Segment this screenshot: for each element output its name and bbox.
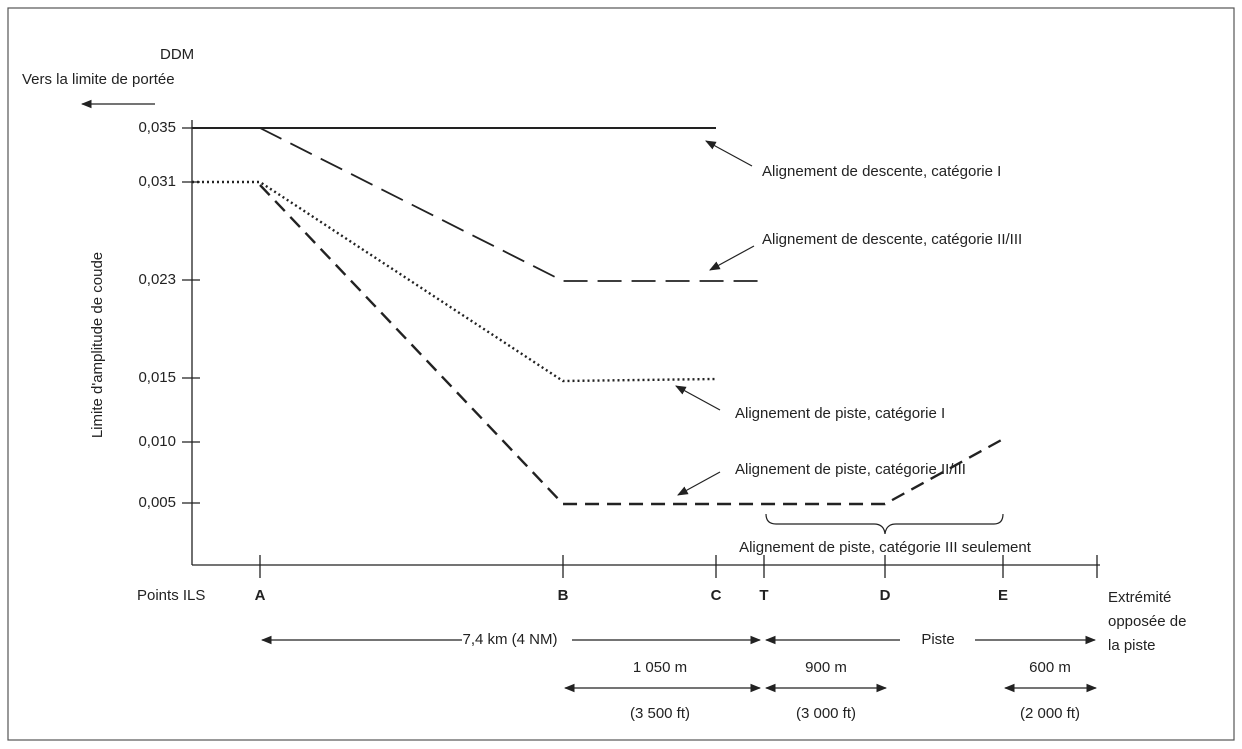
point-label: C bbox=[711, 587, 722, 604]
point-label: D bbox=[880, 587, 891, 604]
curves bbox=[192, 127, 1006, 506]
curve-glide-cat23 bbox=[192, 127, 765, 282]
direction-label: Vers la limite de portée bbox=[22, 71, 175, 88]
segment-metric: 900 m bbox=[805, 659, 847, 676]
y-tick-label: 0,010 bbox=[138, 433, 176, 450]
point-label: T bbox=[759, 587, 768, 604]
callout-arrow bbox=[675, 385, 721, 411]
runway-label: Piste bbox=[921, 631, 954, 648]
segment-metric: 1 050 m bbox=[633, 659, 687, 676]
x-ticks bbox=[259, 555, 1098, 578]
point-label: B bbox=[558, 587, 569, 604]
segment-imperial: (3 500 ft) bbox=[630, 705, 690, 722]
x-start-label: Points ILS bbox=[137, 587, 205, 604]
end-label: la piste bbox=[1108, 637, 1156, 654]
brace bbox=[765, 513, 1004, 535]
frame bbox=[7, 7, 1235, 741]
callout-arrow bbox=[677, 471, 721, 496]
segment-imperial: (2 000 ft) bbox=[1020, 705, 1080, 722]
curve-label: Alignement de piste, catégorie II/III bbox=[735, 461, 966, 478]
y-tick-label: 0,031 bbox=[138, 173, 176, 190]
point-label: A bbox=[255, 587, 266, 604]
y-tick-label: 0,035 bbox=[138, 119, 176, 136]
axes bbox=[182, 120, 1100, 566]
y-tick-label: 0,005 bbox=[138, 494, 176, 511]
segment-metric: 600 m bbox=[1029, 659, 1071, 676]
point-label: E bbox=[998, 587, 1008, 604]
callout-arrow bbox=[705, 140, 753, 167]
category-note: Alignement de piste, catégorie III seule… bbox=[739, 539, 1032, 556]
y-tick-label: 0,015 bbox=[138, 369, 176, 386]
end-label: Extrémité bbox=[1108, 589, 1171, 606]
end-label: opposée de bbox=[1108, 613, 1186, 630]
curve-loc-cat23 bbox=[259, 184, 1006, 506]
y-tick-label: 0,023 bbox=[138, 271, 176, 288]
approach-distance: 7,4 km (4 NM) bbox=[462, 631, 557, 648]
curve-label: Alignement de descente, catégorie I bbox=[762, 163, 1001, 180]
segment-imperial: (3 000 ft) bbox=[796, 705, 856, 722]
y-unit: DDM bbox=[160, 46, 194, 63]
curve-label: Alignement de piste, catégorie I bbox=[735, 405, 945, 422]
y-axis-title: Limite d'amplitude de coude bbox=[89, 252, 106, 438]
curve-label: Alignement de descente, catégorie II/III bbox=[762, 231, 1022, 248]
callout-arrow bbox=[709, 245, 755, 271]
